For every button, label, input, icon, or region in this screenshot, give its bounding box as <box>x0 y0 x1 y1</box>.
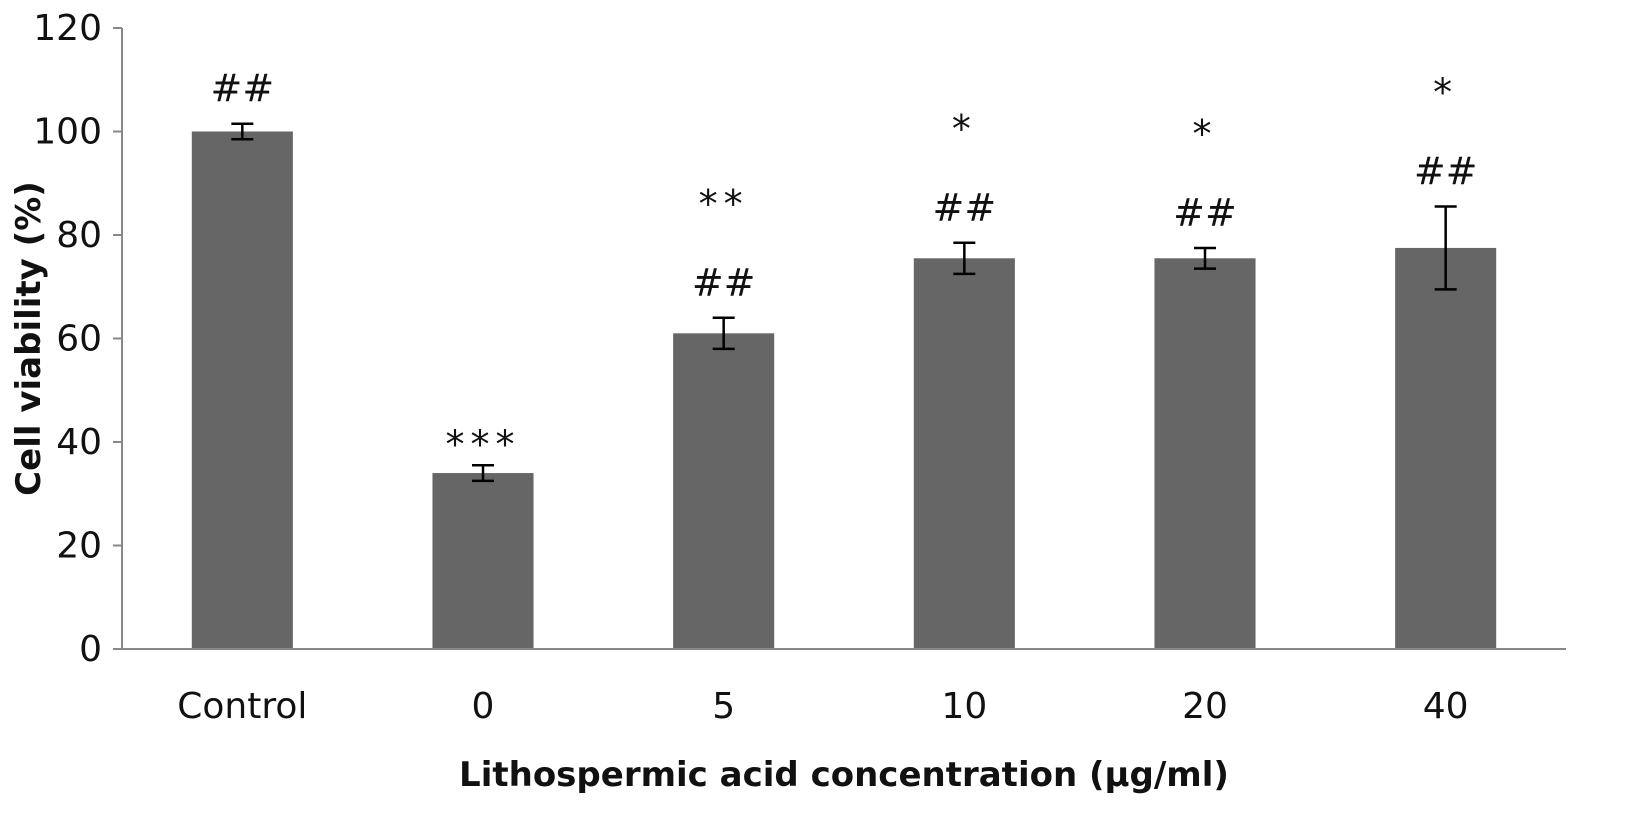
bar <box>432 473 534 649</box>
significance-label: *** <box>446 422 521 466</box>
error-bars <box>231 122 1457 483</box>
x-axis-title: Lithospermic acid concentration (μg/ml) <box>459 755 1229 795</box>
bar <box>1154 258 1256 649</box>
y-tick-label: 80 <box>56 215 102 256</box>
significance-label: ## <box>1414 150 1478 194</box>
significance-label: ## <box>692 261 756 305</box>
x-tick-label: 10 <box>941 686 987 727</box>
x-tick-label: 40 <box>1423 686 1469 727</box>
significance-label: ** <box>699 182 749 226</box>
significance-label: * <box>1193 112 1218 156</box>
x-tick-label: 20 <box>1182 686 1228 727</box>
bar <box>191 131 293 649</box>
x-tick-label: 0 <box>472 686 495 727</box>
significance-label: * <box>952 107 977 151</box>
y-axis-title: Cell viability (%) <box>9 181 49 496</box>
y-axis-ticks: 0 20 40 60 80 100 120 <box>33 8 122 670</box>
significance-label: ## <box>932 186 996 230</box>
y-tick-label: 20 <box>56 526 102 567</box>
significance-label: * <box>1433 71 1458 115</box>
significance-annotations: ## *** ## ** ## * ## * ## * <box>210 67 1477 467</box>
x-axis-ticks: Control 0 5 10 20 40 <box>177 686 1468 727</box>
y-tick-label: 60 <box>56 319 102 360</box>
bar <box>913 258 1015 649</box>
y-tick-label: 40 <box>56 422 102 463</box>
y-tick-label: 100 <box>33 112 102 153</box>
bar <box>673 333 775 649</box>
x-tick-label: Control <box>177 686 307 727</box>
y-tick-label: 0 <box>79 629 102 670</box>
significance-label: ## <box>210 67 274 111</box>
significance-label: ## <box>1173 191 1237 235</box>
y-tick-label: 120 <box>33 8 102 49</box>
x-tick-label: 5 <box>712 686 735 727</box>
bars <box>191 131 1497 649</box>
bar <box>1395 247 1497 649</box>
